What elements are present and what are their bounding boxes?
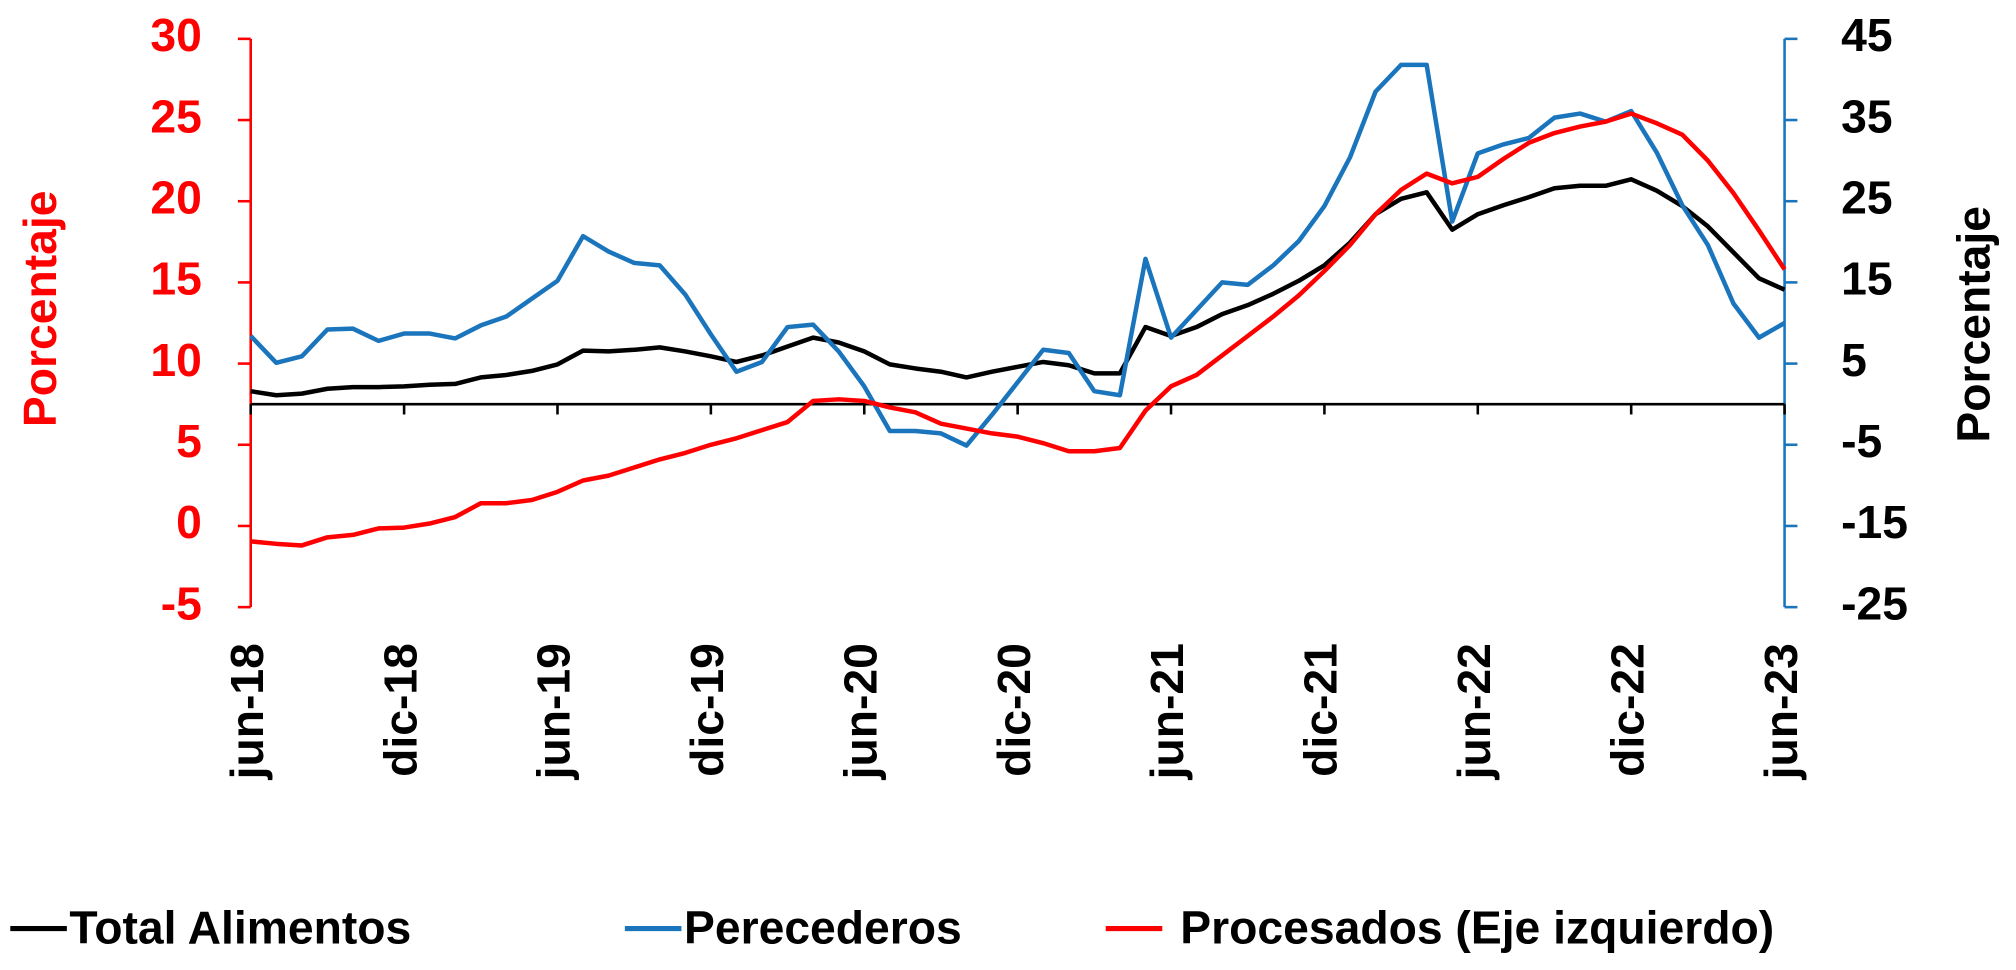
y2-tick-label: 15 — [1841, 253, 1892, 305]
y2-tick-label: 25 — [1841, 171, 1892, 223]
y2-tick-label: 5 — [1841, 334, 1867, 386]
x-tick-label: dic-18 — [374, 643, 426, 777]
x-tick-label: jun-22 — [1448, 643, 1500, 780]
x-tick-label: jun-19 — [528, 643, 580, 780]
series-line — [249, 62, 1786, 448]
y2-tick-label: 45 — [1841, 9, 1892, 61]
y-tick-label: 25 — [150, 90, 201, 142]
x-tick-label: dic-20 — [988, 643, 1040, 777]
y-tick-label: 20 — [150, 171, 201, 223]
y2-tick-label: -15 — [1841, 496, 1908, 548]
y-tick-label: 0 — [176, 496, 202, 548]
legend-label: Perecederos — [684, 901, 962, 953]
y-axis-title: Porcentaje — [14, 191, 66, 428]
y-tick-label: -5 — [161, 577, 202, 629]
y-tick-label: 5 — [176, 415, 202, 467]
series-line — [250, 177, 1786, 398]
y2-tick-label: 35 — [1841, 90, 1892, 142]
legend-label: Procesados (Eje izquierdo) — [1180, 901, 1774, 953]
y2-tick-label: -25 — [1841, 577, 1908, 629]
y-tick-label: 15 — [150, 253, 201, 305]
x-tick-label: dic-19 — [681, 643, 733, 777]
series-line — [250, 111, 1787, 548]
y-tick-label: 30 — [150, 9, 201, 61]
x-tick-label: dic-22 — [1601, 643, 1653, 777]
x-tick-label: jun-21 — [1141, 643, 1193, 780]
y-tick-label: 10 — [150, 334, 201, 386]
x-tick-label: jun-23 — [1755, 643, 1807, 780]
legend-label: Total Alimentos — [69, 901, 411, 953]
x-tick-label: jun-18 — [221, 643, 273, 780]
x-tick-label: dic-21 — [1295, 643, 1347, 777]
y2-tick-label: -5 — [1841, 415, 1882, 467]
y2-axis-title: Porcentaje — [1948, 206, 2000, 443]
x-tick-label: jun-20 — [834, 643, 886, 780]
